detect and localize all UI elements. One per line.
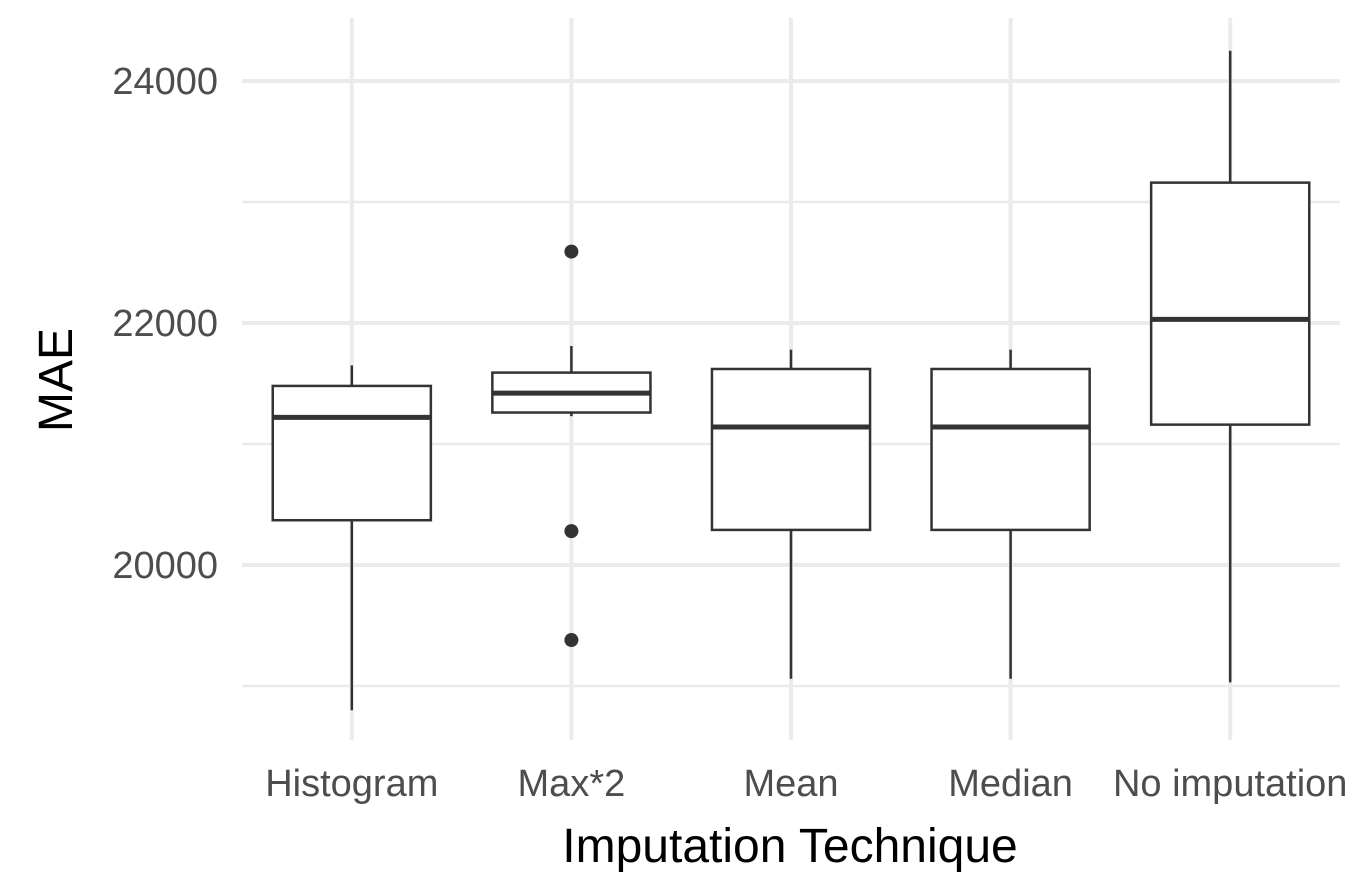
outlier-point [564,244,579,259]
x-tick-label: Max*2 [518,763,626,805]
x-tick-label: No imputation [1113,763,1347,805]
box-body [1149,181,1311,426]
x-tick-label: Histogram [265,763,438,805]
y-tick-label: 20000 [112,545,218,587]
x-tick-label: Median [948,763,1073,805]
box-body [271,384,433,522]
label-layer: 20000 22000 24000 Histogram Max*2 Mean Median N… [112,61,1347,805]
x-axis-title: Imputation Technique [562,820,1017,873]
box-body [710,367,872,532]
outlier-point [564,633,579,648]
box-body [930,367,1091,532]
box-median [930,349,1091,679]
outlier-point [564,524,579,539]
box-max-2 [491,244,652,648]
box-histogram [271,365,433,711]
box-no-imputation [1149,50,1311,683]
y-tick-label: 24000 [112,61,218,103]
box-layer [271,50,1311,711]
y-axis-title: MAE [30,328,83,432]
box-mean [710,349,872,679]
y-tick-label: 22000 [112,303,218,345]
x-tick-label: Mean [743,763,838,805]
